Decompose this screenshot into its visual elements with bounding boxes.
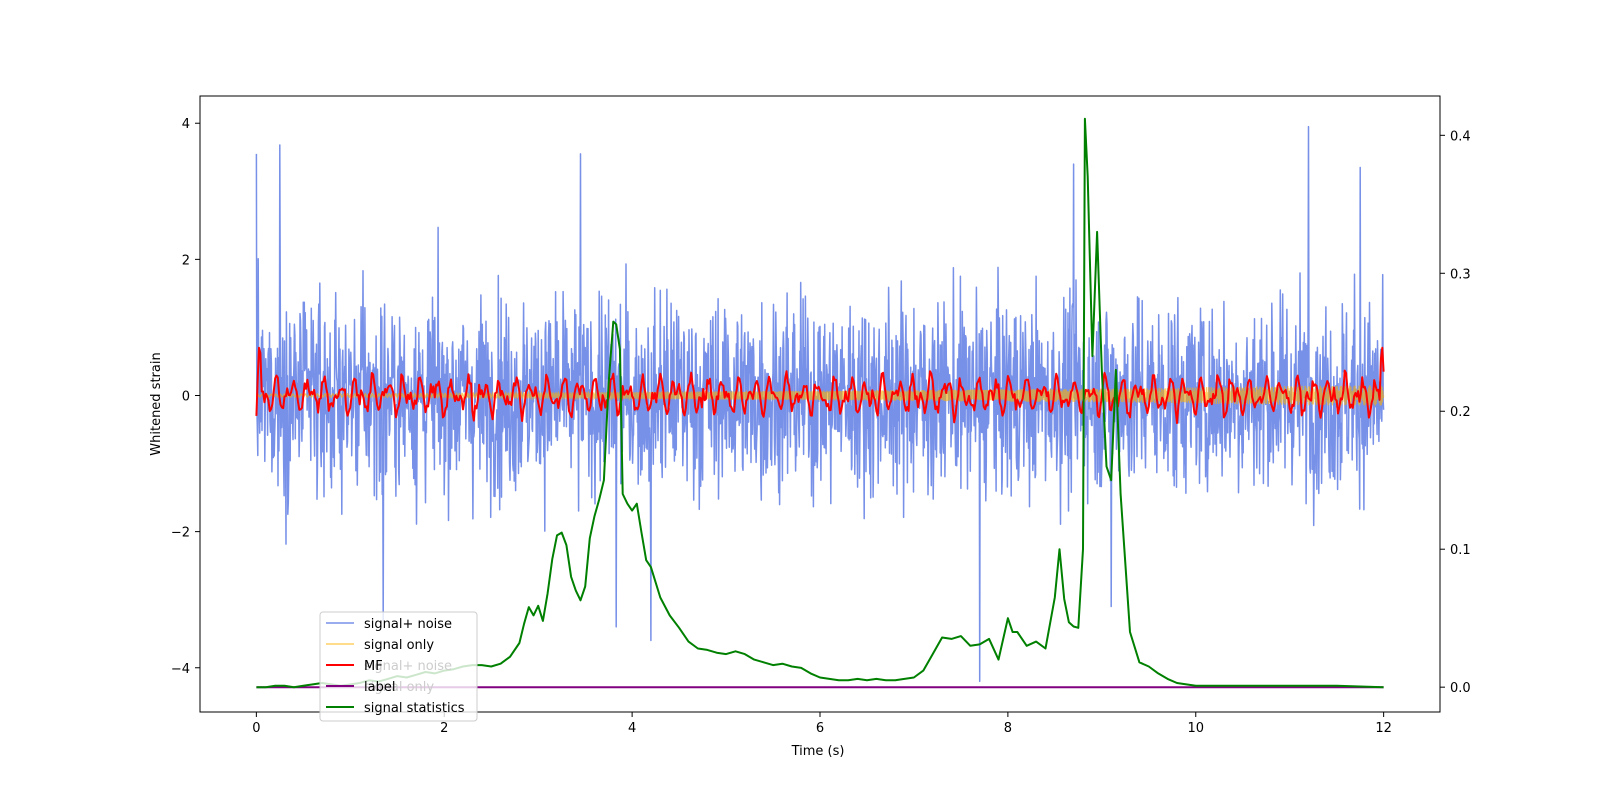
legend-overlap-signal-only: signal only (364, 680, 434, 695)
legend-overlap-signal-plus-noise: signal+ noise (364, 659, 452, 674)
series-line-mf (255, 346, 1385, 425)
legend-label-mf: MF (364, 659, 383, 674)
y-tick-label: 0 (182, 389, 190, 404)
x-tick-label: 0 (252, 721, 260, 736)
y-tick-label: 4 (182, 117, 190, 132)
y2-tick-label: 0.3 (1450, 267, 1471, 282)
legend-label-label: label (364, 680, 395, 695)
series-line-signal-plus-noise (255, 125, 1385, 683)
y2-tick-label: 0.0 (1450, 681, 1471, 696)
x-tick-label: 4 (628, 721, 636, 736)
y-axis-left: 4 2 0 −2 −4 (171, 117, 200, 677)
legend-box (319, 611, 478, 722)
legend-label-signal-statistics: signal statistics (364, 701, 465, 716)
x-tick-label: 10 (1187, 721, 1204, 736)
x-tick-label: 12 (1375, 721, 1392, 736)
x-tick-label: 6 (816, 721, 824, 736)
y2-tick-label: 0.4 (1450, 129, 1471, 144)
legend-label-signal-only: signal only (364, 638, 434, 653)
y2-tick-label: 0.1 (1450, 543, 1471, 558)
y-axis-label: Whitened strain (149, 352, 164, 455)
y2-tick-label: 0.2 (1450, 405, 1471, 420)
y-tick-label: −4 (171, 662, 190, 677)
y-axis-right: 0.4 0.3 0.2 0.1 0.0 (1440, 129, 1471, 696)
x-tick-label: 2 (440, 721, 448, 736)
legend: signal+ noise signal only signal+ noise … (319, 611, 478, 722)
y-tick-label: 2 (182, 253, 190, 268)
y-tick-label: −2 (171, 526, 190, 541)
x-axis-label: Time (s) (791, 744, 845, 759)
legend-label-signal-plus-noise: signal+ noise (364, 617, 452, 632)
x-tick-label: 8 (1004, 721, 1012, 736)
